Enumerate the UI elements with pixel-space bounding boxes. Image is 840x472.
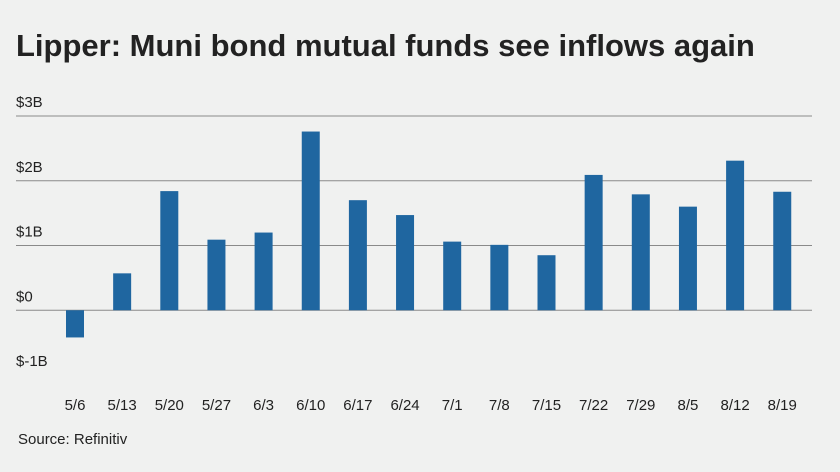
y-tick-label: $2B [16,159,43,176]
x-tick-label: 5/13 [108,397,137,414]
bar-5-20 [160,191,179,311]
bar-5-6 [66,310,84,338]
x-tick-label: 6/24 [390,397,419,414]
bar-7-29 [631,194,650,311]
x-axis-ticks: 5/6 5/13 5/20 5/27 6/3 6/10 6/17 6/24 7/1 7/8 7/15… [65,397,797,414]
bar-6-24 [396,215,415,311]
y-tick-label: $0 [16,288,33,305]
x-tick-label: 8/12 [720,397,749,414]
x-tick-label: 5/6 [65,397,86,414]
x-tick-label: 7/1 [442,397,463,414]
source-note: Source: Refinitiv [18,431,128,448]
bar-5-13 [113,273,132,311]
bar-5-27 [207,239,226,311]
bars [66,131,792,338]
y-tick-label: $1B [16,224,43,241]
x-tick-label: 7/15 [532,397,561,414]
x-tick-label: 5/27 [202,397,231,414]
bar-7-1 [443,241,462,311]
bar-7-15 [537,255,556,311]
x-tick-label: 8/19 [768,397,797,414]
x-tick-label: 5/20 [155,397,184,414]
x-tick-label: 7/29 [626,397,655,414]
y-tick-label: $-1B [16,353,48,370]
x-tick-label: 6/17 [343,397,372,414]
bar-6-3 [254,232,273,311]
bar-8-19 [773,191,792,311]
bar-7-22 [584,174,603,311]
bar-8-5 [678,206,697,311]
x-tick-label: 8/5 [678,397,699,414]
bar-6-17 [348,200,367,311]
x-tick-label: 6/10 [296,397,325,414]
x-tick-label: 7/8 [489,397,510,414]
bar-8-12 [726,160,745,311]
x-tick-label: 7/22 [579,397,608,414]
bar-7-8 [490,244,509,311]
y-axis-ticks: $3B $2B $1B $0 $-1B [16,94,48,370]
y-tick-label: $3B [16,94,43,111]
x-tick-label: 6/3 [253,397,274,414]
chart-title: Lipper: Muni bond mutual funds see inflo… [16,28,755,63]
bar-6-10 [301,131,320,311]
